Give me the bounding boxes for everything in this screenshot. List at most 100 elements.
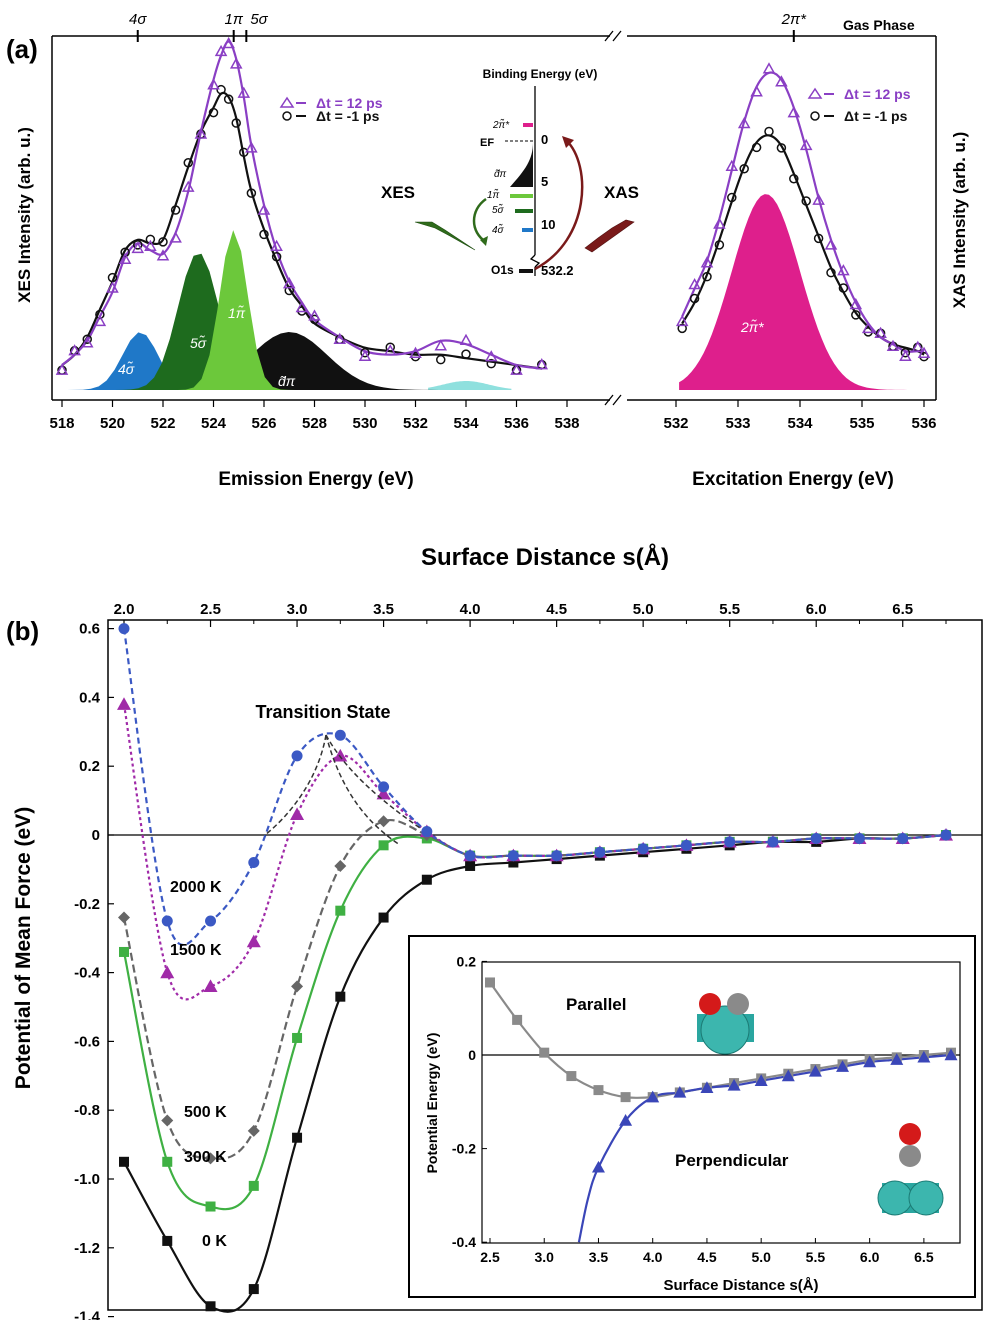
xes-ref-point (183, 158, 193, 168)
orbital-label: 1π (224, 11, 243, 28)
level-2pi (523, 123, 533, 127)
band-label-4s: 4σ̃ (118, 361, 135, 377)
xes-tick-label: 530 (352, 415, 377, 432)
xas-ref-point (900, 347, 911, 358)
inset-y-tick-label: 0.2 (457, 953, 477, 969)
b-x-tick-label: 5.5 (719, 601, 740, 618)
level-dpi-label: d̃π (494, 169, 507, 180)
level-diagram: Binding Energy (eV) 0 5 10 532.2 2π̃* EF… (381, 67, 639, 278)
level-5s-label: 5σ̃ (492, 203, 505, 216)
pmf-0k-point (119, 1156, 129, 1167)
b-x-tick-label: 3.5 (373, 601, 394, 618)
xas-pump-point (750, 85, 763, 97)
inset-perpendicular-point (890, 1053, 904, 1065)
inset-perpendicular-point (917, 1050, 931, 1063)
xes-pump-point (510, 363, 523, 375)
xas-ref-point (776, 143, 787, 153)
xas-pump-point (737, 116, 751, 129)
inset-xlabel: Surface Distance s(Å) (663, 1277, 818, 1294)
b-y-tick-label: -0.6 (74, 1033, 100, 1050)
xas-ylabel: XAS Intensity (arb. u.) (950, 132, 969, 309)
b-x-tick-label: 4.0 (460, 601, 481, 618)
pmf-1500k-point (160, 965, 175, 979)
b-x-tick-label: 5.0 (633, 601, 654, 618)
inset-x-tick-label: 6.0 (860, 1249, 880, 1265)
xas-tick-label: 534 (787, 415, 813, 432)
top-orbital-markers: 4σ 1π 5σ 2π* (129, 11, 807, 42)
legend-xes: Δt = 12 ps Δt = -1 ps (279, 95, 383, 124)
xes-pump-point (484, 350, 498, 362)
xas-ref-point (714, 240, 725, 250)
level-scale-5: 5 (541, 174, 548, 189)
b-y-tick-label: 0.2 (79, 758, 100, 775)
component-bands (67, 194, 924, 390)
inset-x-tick-label: 4.0 (643, 1249, 663, 1265)
band-label-1p: 1π̃ (228, 305, 246, 321)
level-dpi (510, 142, 533, 187)
inset-x-tick-label: 3.5 (589, 1249, 609, 1265)
label-300k: 300 K (184, 1149, 227, 1166)
xes-tick-label: 538 (554, 415, 579, 432)
pmf-1500k-point (246, 934, 261, 948)
ts-guide-3 (325, 734, 401, 846)
pmf-2000k-point (464, 850, 476, 862)
xes-pump-point (68, 344, 81, 356)
xas-ticks: 532 533 534 535 536 (663, 400, 937, 432)
pmf-300k-point (335, 905, 346, 916)
inset-perpendicular-point (673, 1085, 687, 1098)
xes-ref-point (216, 84, 226, 95)
xes-pump-point (169, 231, 182, 243)
orbital-label: 4σ (129, 11, 147, 28)
xes-tick-label: 534 (453, 415, 479, 432)
pmf-0k-point (335, 991, 346, 1002)
legend-xas-pump-marker (807, 87, 823, 99)
xes-pump-point (245, 141, 258, 153)
inset-y-tick-label: -0.2 (452, 1141, 476, 1157)
xas-pump-point (861, 321, 875, 334)
xes-pump-point (409, 346, 422, 358)
level-o1s-label: O1s (491, 263, 514, 277)
inset: Potential Energy (eV) Surface Distance s… (408, 935, 976, 1298)
xes-pump-line (61, 40, 542, 370)
pmf-2000k-point (334, 729, 346, 741)
inset-perpendicular-point (727, 1078, 741, 1091)
pmf-2000k-point (248, 857, 260, 869)
transition-state-label: Transition State (255, 702, 390, 722)
parallel-oxygen-atom (699, 993, 721, 1015)
pmf-500k-point (247, 1124, 260, 1137)
xes-pump-point (144, 239, 157, 252)
xes-pump-point (131, 241, 145, 254)
xes-ref-point (170, 205, 181, 215)
pmf-2000k-point (205, 915, 217, 927)
inset-parallel-point (566, 1071, 577, 1082)
pmf-300k-point (292, 1032, 303, 1043)
band-label-5s: 5σ̃ (190, 335, 207, 351)
xes-ref-point (133, 240, 143, 250)
inset-parallel-point (512, 1014, 523, 1025)
pmf-1500k-point (290, 807, 305, 820)
pmf-500k-point (118, 911, 130, 924)
xes-ref-point (246, 188, 257, 198)
xas-ref-point (702, 271, 712, 282)
pmf-0k-point (421, 874, 432, 885)
pmf-2000k-point (421, 826, 433, 838)
xas-pump-point (911, 340, 925, 352)
legend-xas: Δt = 12 ps Δt = -1 ps (807, 86, 911, 124)
inset-x-tick-label: 3.0 (535, 1249, 555, 1265)
xas-ref-point (813, 233, 824, 244)
perp-metal-atom-2 (908, 1180, 944, 1216)
xes-tick-label: 520 (100, 415, 125, 432)
parallel-carbon-atom (727, 993, 749, 1015)
pmf-2000k-point (897, 832, 909, 844)
xes-pump-point (181, 180, 195, 192)
inset-parallel-point (539, 1047, 550, 1058)
pmf-300k-point (119, 946, 129, 957)
b-x-tick-label: 4.5 (546, 601, 567, 618)
xes-ref-point (284, 285, 294, 296)
pmf-300k-point (205, 1201, 216, 1212)
orbital-label: 5σ (250, 11, 268, 28)
xes-pump-point (80, 336, 94, 348)
pmf-0k-point (465, 860, 476, 871)
perp-metal-atom-1 (877, 1180, 913, 1216)
panel-b: Surface Distance s(Å) (b) Potential of M… (6, 543, 983, 1320)
